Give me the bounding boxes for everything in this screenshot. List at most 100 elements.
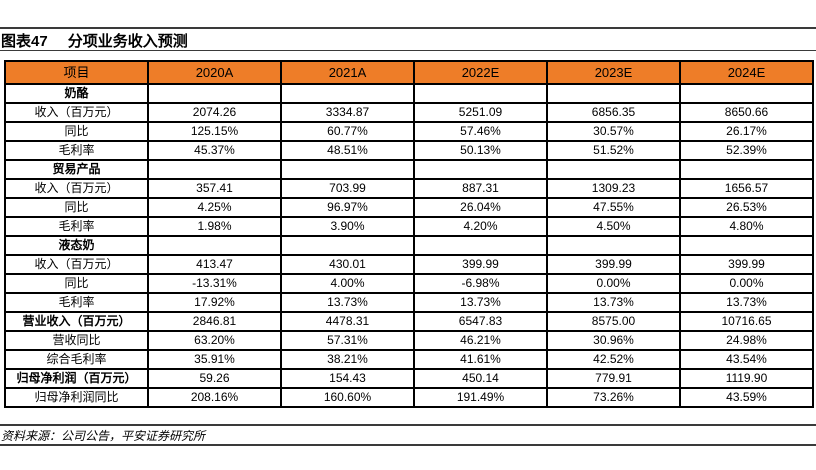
row-label: 营业收入（百万元） (4, 311, 149, 332)
column-header-2023e: 2023E (546, 60, 681, 85)
cell-value: 35.91% (147, 349, 282, 370)
cell-value: 3334.87 (280, 102, 415, 123)
cell-value (546, 235, 681, 256)
figure-title: 图表47 分项业务收入预测 (1, 30, 188, 51)
table-body: 奶酪 收入（百万元） 2074.26 3334.87 5251.09 6856.35 865… (4, 83, 814, 408)
cell-value: 1656.57 (679, 178, 814, 199)
cell-value: 59.26 (147, 368, 282, 389)
table-row: 毛利率 45.37% 48.51% 50.13% 51.52% 52.39% (4, 140, 814, 161)
row-label: 同比 (4, 197, 149, 218)
table-row: 归母净利润同比 208.16% 160.60% 191.49% 73.26% 43.59% (4, 387, 814, 408)
cell-value: 47.55% (546, 197, 681, 218)
cell-value: 3.90% (280, 216, 415, 237)
cell-value: 1.98% (147, 216, 282, 237)
cell-value: 5251.09 (413, 102, 548, 123)
cell-value: 10716.65 (679, 311, 814, 332)
cell-value: 779.91 (546, 368, 681, 389)
cell-value: 8650.66 (679, 102, 814, 123)
table-row: 同比 125.15% 60.77% 57.46% 30.57% 26.17% (4, 121, 814, 142)
cell-value: 13.73% (413, 292, 548, 313)
section-row: 贸易产品 (4, 159, 814, 180)
table-row: 毛利率 17.92% 13.73% 13.73% 13.73% 13.73% (4, 292, 814, 313)
cell-value: 30.96% (546, 330, 681, 351)
cell-value: 0.00% (679, 273, 814, 294)
table-header-row: 项目 2020A 2021A 2022E 2023E 2024E (4, 60, 814, 85)
cell-value: 63.20% (147, 330, 282, 351)
forecast-table: 项目 2020A 2021A 2022E 2023E 2024E 奶酪 收入（百万… (4, 60, 814, 408)
cell-value: 887.31 (413, 178, 548, 199)
row-label: 同比 (4, 273, 149, 294)
cell-value: 0.00% (546, 273, 681, 294)
cell-value: 60.77% (280, 121, 415, 142)
cell-value: 4.00% (280, 273, 415, 294)
cell-value: 2846.81 (147, 311, 282, 332)
cell-value (280, 83, 415, 104)
cell-value: 57.46% (413, 121, 548, 142)
cell-value: 96.97% (280, 197, 415, 218)
cell-value: 430.01 (280, 254, 415, 275)
cell-value: 42.52% (546, 349, 681, 370)
cell-value (679, 83, 814, 104)
cell-value (280, 159, 415, 180)
cell-value: 4.20% (413, 216, 548, 237)
cell-value (147, 235, 282, 256)
cell-value (280, 235, 415, 256)
cell-value: 73.26% (546, 387, 681, 408)
row-label: 液态奶 (4, 235, 149, 256)
cell-value: 208.16% (147, 387, 282, 408)
cell-value: 26.04% (413, 197, 548, 218)
cell-value: 4.80% (679, 216, 814, 237)
cell-value: 50.13% (413, 140, 548, 161)
table-row: 营业收入（百万元） 2846.81 4478.31 6547.83 8575.00 107… (4, 311, 814, 332)
cell-value: 24.98% (679, 330, 814, 351)
section-row: 液态奶 (4, 235, 814, 256)
cell-value: 1119.90 (679, 368, 814, 389)
row-label: 收入（百万元） (4, 102, 149, 123)
source-note: 资料来源：公司公告，平安证券研究所 (1, 429, 206, 443)
column-header-2020a: 2020A (147, 60, 282, 85)
cell-value (147, 159, 282, 180)
cell-value: 4.50% (546, 216, 681, 237)
cell-value: 399.99 (413, 254, 548, 275)
source-divider (0, 424, 816, 426)
cell-value: 46.21% (413, 330, 548, 351)
cell-value: 4478.31 (280, 311, 415, 332)
cell-value: 13.73% (679, 292, 814, 313)
cell-value: 26.53% (679, 197, 814, 218)
cell-value: 57.31% (280, 330, 415, 351)
cell-value: 6547.83 (413, 311, 548, 332)
cell-value: 41.61% (413, 349, 548, 370)
cell-value: 4.25% (147, 197, 282, 218)
row-label: 毛利率 (4, 216, 149, 237)
cell-value: 38.21% (280, 349, 415, 370)
cell-value: 413.47 (147, 254, 282, 275)
row-label: 归母净利润（百万元） (4, 368, 149, 389)
table-row: 毛利率 1.98% 3.90% 4.20% 4.50% 4.80% (4, 216, 814, 237)
table-row: 收入（百万元） 413.47 430.01 399.99 399.99 399.99 (4, 254, 814, 275)
top-divider (0, 27, 816, 29)
table-row: 综合毛利率 35.91% 38.21% 41.61% 42.52% 43.54% (4, 349, 814, 370)
cell-value: 43.54% (679, 349, 814, 370)
row-label: 贸易产品 (4, 159, 149, 180)
table-row: 营收同比 63.20% 57.31% 46.21% 30.96% 24.98% (4, 330, 814, 351)
row-label: 毛利率 (4, 292, 149, 313)
cell-value: 2074.26 (147, 102, 282, 123)
cell-value: 6856.35 (546, 102, 681, 123)
cell-value: -13.31% (147, 273, 282, 294)
column-header-item: 项目 (4, 60, 149, 85)
table-row: 收入（百万元） 2074.26 3334.87 5251.09 6856.35 8650.… (4, 102, 814, 123)
section-row: 奶酪 (4, 83, 814, 104)
cell-value: 30.57% (546, 121, 681, 142)
cell-value (413, 235, 548, 256)
cell-value: 13.73% (280, 292, 415, 313)
cell-value: 191.49% (413, 387, 548, 408)
table-row: 归母净利润（百万元） 59.26 154.43 450.14 779.91 1119.90 (4, 368, 814, 389)
figure-name: 分项业务收入预测 (67, 33, 188, 50)
column-header-2024e: 2024E (679, 60, 814, 85)
cell-value: 48.51% (280, 140, 415, 161)
table-row: 同比 4.25% 96.97% 26.04% 47.55% 26.53% (4, 197, 814, 218)
row-label: 收入（百万元） (4, 254, 149, 275)
cell-value: 357.41 (147, 178, 282, 199)
bottom-divider (0, 444, 816, 446)
row-label: 毛利率 (4, 140, 149, 161)
